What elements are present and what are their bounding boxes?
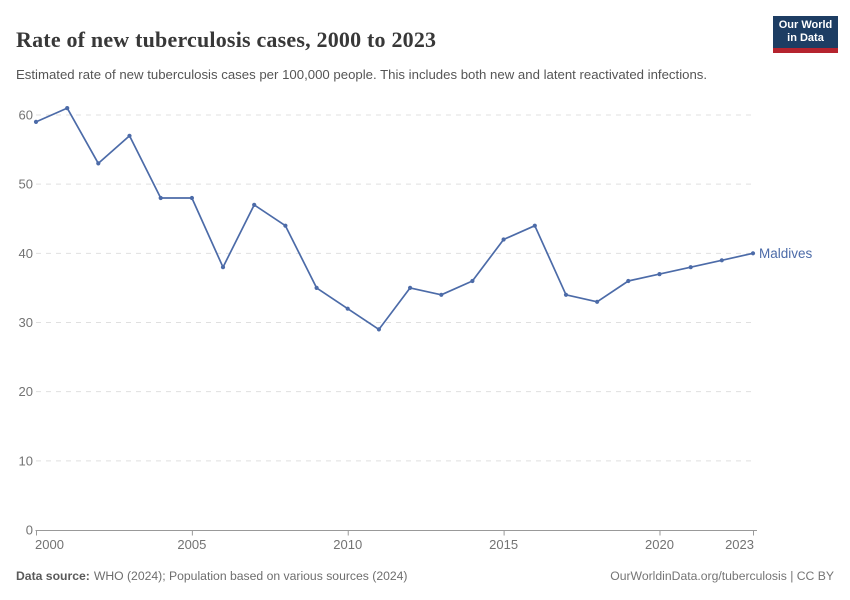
owid-logo-line2: in Data xyxy=(787,32,824,44)
data-point-2011[interactable] xyxy=(376,327,381,332)
chart-canvas[interactable]: 0 10 20 30 40 50 60 2000 2005 2010 2015 2020 2023 Mal… xyxy=(0,95,850,561)
data-point-2013[interactable] xyxy=(439,292,444,297)
x-tick-label-2020: 2020 xyxy=(645,537,674,552)
y-tick-label-30: 30 xyxy=(19,315,33,330)
data-point-2001[interactable] xyxy=(65,106,70,111)
data-point-2022[interactable] xyxy=(719,258,724,263)
x-tick-label-2000: 2000 xyxy=(35,537,64,552)
x-tick-label-2005: 2005 xyxy=(177,537,206,552)
entity-label: Maldives xyxy=(759,246,813,261)
data-point-2005[interactable] xyxy=(189,195,194,201)
y-tick-label-10: 10 xyxy=(19,453,33,468)
owid-logo[interactable]: Our World in Data xyxy=(773,16,838,53)
chart-footer: Data source: WHO (2024); Population based… xyxy=(16,569,834,583)
chart-subtitle: Estimated rate of new tuberculosis cases… xyxy=(16,67,708,83)
data-point-2003[interactable] xyxy=(127,133,132,138)
series-line-maldives xyxy=(35,107,754,331)
data-point-2004[interactable] xyxy=(158,195,163,201)
data-point-2006[interactable] xyxy=(220,265,226,270)
data-point-2014[interactable] xyxy=(470,278,475,284)
data-source-text: WHO (2024); Population based on various … xyxy=(93,569,408,583)
data-point-2017[interactable] xyxy=(563,292,569,297)
data-point-2019[interactable] xyxy=(626,278,631,284)
data-source-label: Data source: xyxy=(16,569,90,583)
x-tick-label-2015: 2015 xyxy=(489,537,518,552)
data-point-2020[interactable] xyxy=(657,272,662,277)
data-point-2008[interactable] xyxy=(283,223,288,228)
y-tick-label-40: 40 xyxy=(19,246,33,261)
data-point-2018[interactable] xyxy=(595,299,600,304)
data-point-2002[interactable] xyxy=(96,161,101,166)
page-title: Rate of new tuberculosis cases, 2000 to … xyxy=(16,26,437,52)
data-point-2015[interactable] xyxy=(501,237,506,242)
y-tick-label-60: 60 xyxy=(19,108,33,123)
data-point-2010[interactable] xyxy=(345,306,350,311)
y-tick-label-50: 50 xyxy=(19,177,33,192)
data-point-2000[interactable] xyxy=(33,119,39,124)
data-point-2012[interactable] xyxy=(408,285,413,290)
data-point-2023[interactable] xyxy=(750,251,756,256)
data-point-2016[interactable] xyxy=(532,223,537,228)
owid-logo-line1: Our World xyxy=(778,19,833,31)
data-point-2009[interactable] xyxy=(314,285,319,290)
y-tick-label-20: 20 xyxy=(19,384,33,399)
y-tick-label-0: 0 xyxy=(26,523,33,538)
data-source-line: Data source: WHO (2024); Population based… xyxy=(16,569,407,583)
x-tick-label-2010: 2010 xyxy=(333,537,362,552)
data-point-2007[interactable] xyxy=(252,202,257,207)
x-tick-label-2023: 2023 xyxy=(725,537,754,552)
data-point-2021[interactable] xyxy=(688,265,693,270)
credit-link[interactable]: OurWorldinData.org/tuberculosis | CC BY xyxy=(610,569,834,583)
